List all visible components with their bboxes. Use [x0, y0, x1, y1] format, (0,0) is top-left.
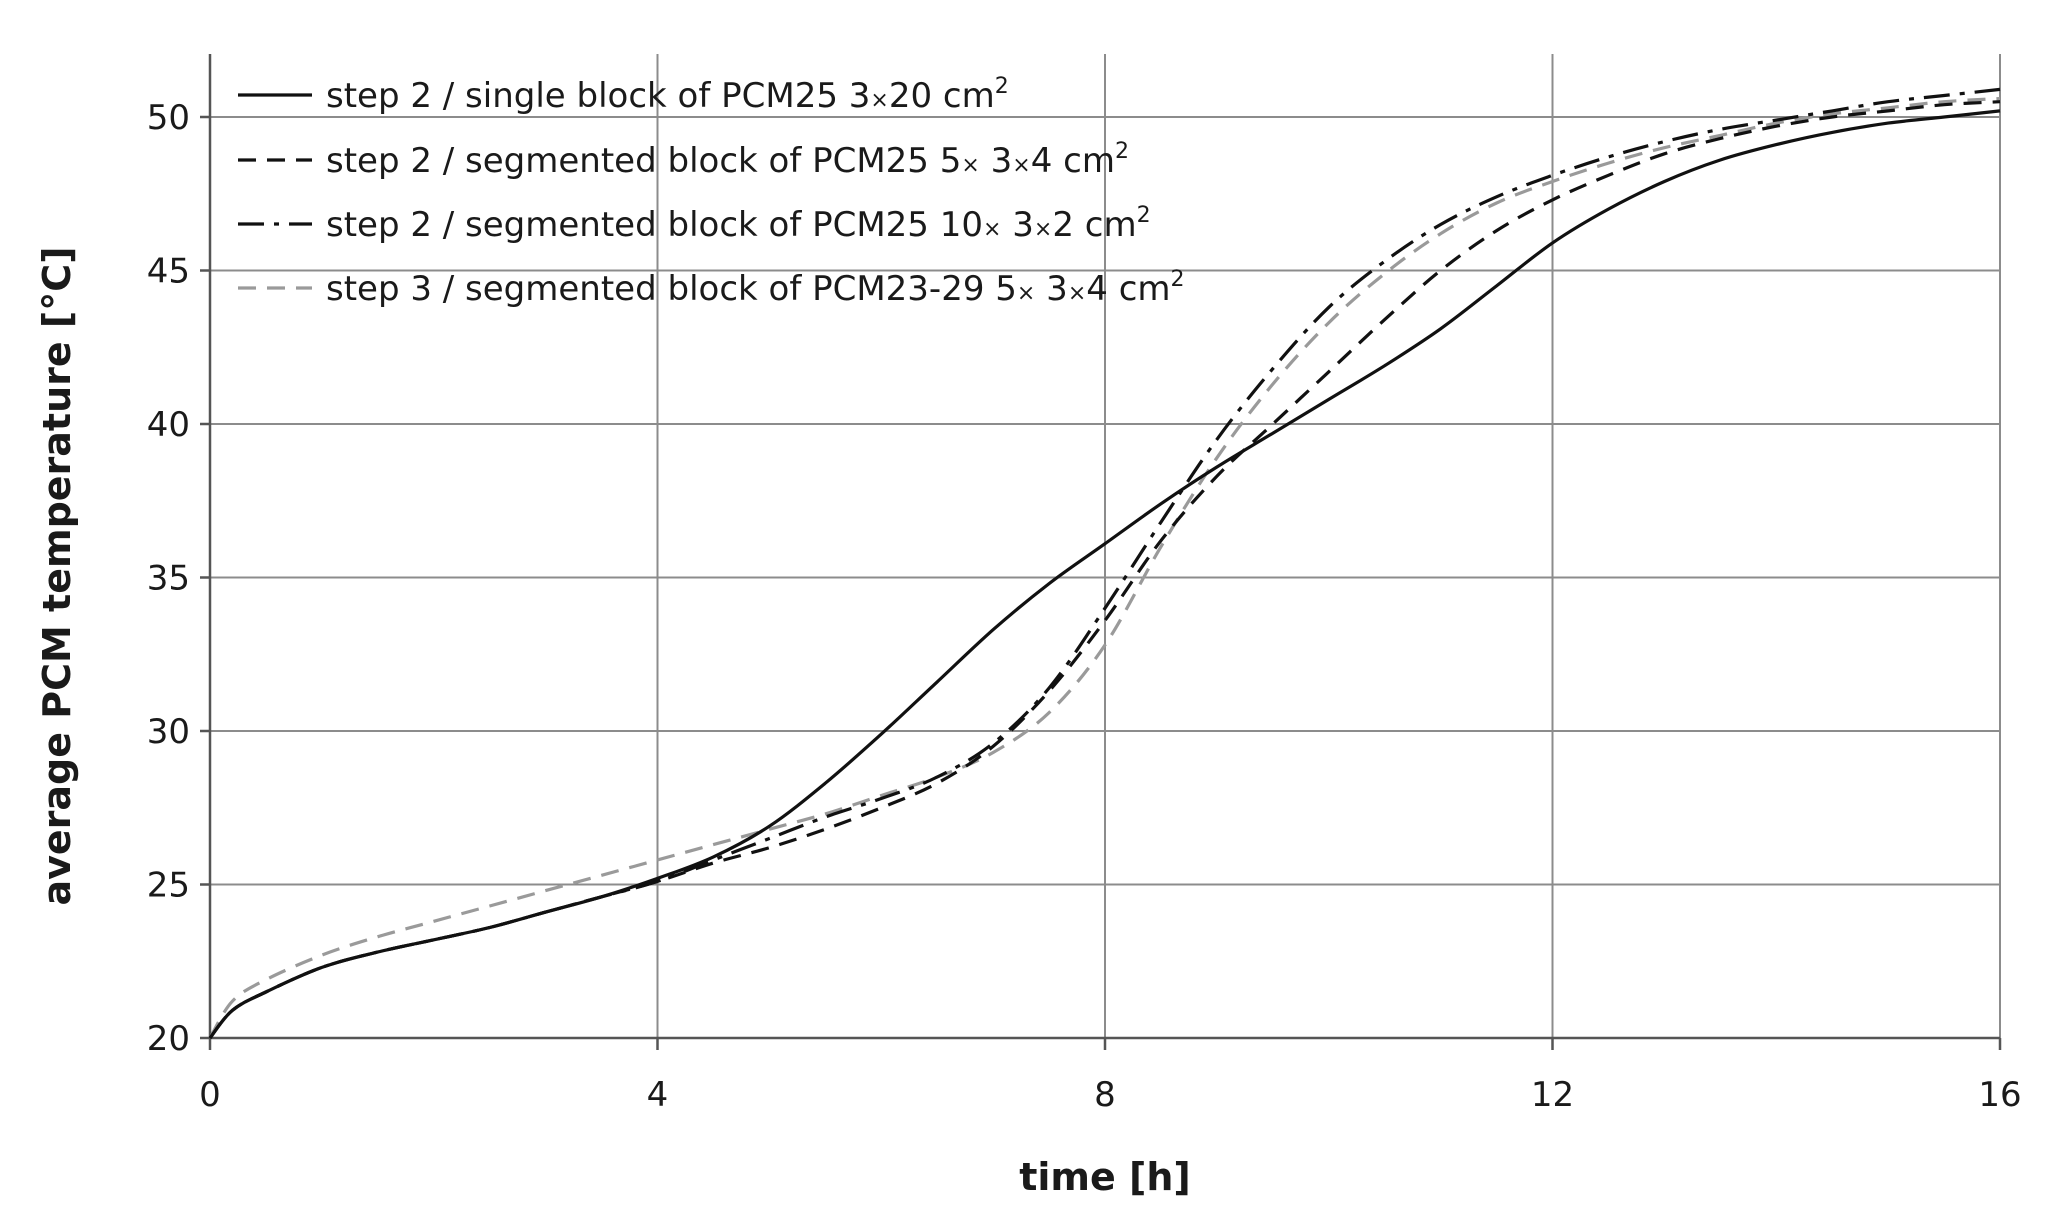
series-layer [208, 87, 2001, 1040]
y-tick-label: 40 [147, 405, 190, 445]
series-line-3 [208, 87, 2001, 1040]
legend-entry-4: step 3 / segmented block of PCM23-29 5× … [326, 267, 1185, 309]
legend-text-a: 3 [849, 76, 871, 116]
legend-text-b: 4 [1086, 269, 1108, 309]
legend-text-unit: cm [1052, 141, 1115, 181]
x-tick-label: 0 [199, 1075, 221, 1115]
legend-text-a: 3 [991, 141, 1013, 181]
legend-text-a: 3 [1012, 205, 1034, 245]
x-tick-label: 16 [1978, 1075, 2021, 1115]
y-tick-label: 25 [147, 866, 190, 906]
y-tick-label: 35 [147, 559, 190, 599]
y-tick-label: 50 [147, 98, 190, 138]
legend-text-prefix: step 2 / segmented block of PCM25 [326, 141, 940, 181]
y-tick-label: 30 [147, 712, 190, 752]
legend-text-n: 5 [995, 269, 1017, 309]
series-line-1 [208, 109, 2001, 1040]
legend-entry-3: step 2 / segmented block of PCM25 10× 3×… [326, 203, 1151, 245]
grid [209, 54, 2001, 1039]
legend-text-b: 20 [889, 76, 932, 116]
legend-text-n: 5 [940, 141, 962, 181]
legend-text-prefix: step 2 / single block of PCM25 [326, 76, 849, 116]
x-axis-title: time [h] [1019, 1155, 1191, 1199]
y-axis-title: average PCM temperature [°C] [35, 246, 79, 905]
axes [200, 54, 2002, 1050]
y-tick-label: 20 [147, 1019, 190, 1059]
legend-text-a: 3 [1046, 269, 1068, 309]
legend-text-sup: 2 [995, 74, 1009, 99]
legend-text-sup: 2 [1137, 203, 1151, 228]
x-tick-label: 4 [647, 1075, 669, 1115]
legend-text-sup: 2 [1115, 139, 1129, 164]
legend-entry-2: step 2 / segmented block of PCM25 5× 3×4… [326, 139, 1129, 181]
x-tick-label: 12 [1531, 1075, 1574, 1115]
y-tick-label: 45 [147, 252, 190, 292]
series-line-4 [208, 97, 2001, 1039]
legend-text-unit: cm [1108, 269, 1171, 309]
legend-text-unit: cm [932, 76, 995, 116]
legend-entry-1: step 2 / single block of PCM25 3×20 cm2 [326, 74, 1009, 116]
legend-text-unit: cm [1074, 205, 1137, 245]
legend-text-sup: 2 [1171, 267, 1185, 292]
legend-text-b: 2 [1052, 205, 1074, 245]
legend-text-n: 10 [940, 205, 983, 245]
legend-text-b: 4 [1031, 141, 1053, 181]
legend-text-prefix: step 2 / segmented block of PCM25 [326, 205, 940, 245]
x-tick-label: 8 [1094, 1075, 1116, 1115]
legend: step 2 / single block of PCM25 3×20 cm2s… [238, 74, 1185, 309]
legend-text-prefix: step 3 / segmented block of PCM23-29 [326, 269, 995, 309]
